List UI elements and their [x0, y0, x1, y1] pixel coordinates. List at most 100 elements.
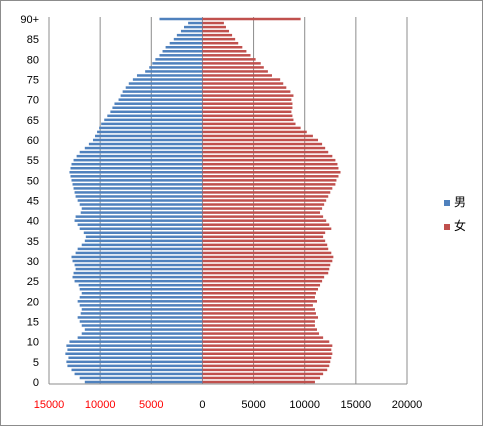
female-bar-age-35 — [202, 239, 326, 243]
male-bar-age-76 — [136, 74, 203, 77]
female-bar-age-8 — [202, 348, 332, 351]
female-bar-age-45 — [202, 199, 327, 202]
male-bar-age-27 — [73, 271, 203, 275]
x-tick-0: 15000 — [34, 399, 65, 411]
age-tick-2: 10 — [27, 337, 39, 349]
female-bar-age-40 — [202, 219, 327, 222]
female-bar-age-7 — [202, 352, 333, 356]
female-bar-age-2 — [202, 372, 324, 376]
female-bar-age-3 — [202, 368, 328, 372]
male-bar-age-73 — [125, 86, 203, 89]
female-bar-age-48 — [202, 187, 333, 190]
female-bar-age-29 — [202, 263, 331, 267]
female-bar-age-15 — [202, 320, 315, 323]
male-bar-age-28 — [75, 267, 203, 271]
male-bar-age-89 — [188, 21, 203, 25]
female-bar-age-47 — [202, 191, 331, 194]
female-bar-age-33 — [202, 247, 329, 251]
male-bar-age-26 — [72, 275, 203, 279]
male-bar-age-69 — [114, 102, 203, 105]
age-tick-3: 15 — [27, 316, 39, 328]
female-bar-age-71 — [202, 94, 294, 97]
male-bar-age-54 — [71, 162, 203, 166]
female-bar-age-58 — [202, 146, 326, 150]
legend-item-male: 男 — [444, 193, 466, 210]
male-bar-age-83 — [165, 45, 203, 49]
male-bar-age-31 — [71, 255, 203, 259]
male-bar-age-71 — [120, 94, 203, 97]
female-bar-age-59 — [202, 142, 323, 146]
female-bar-age-11 — [202, 336, 324, 339]
x-tick-5: 10000 — [289, 399, 320, 411]
male-bar-age-1 — [79, 376, 203, 380]
age-tick-14: 70 — [27, 95, 39, 107]
male-bar-age-79 — [152, 62, 203, 65]
male-bar-age-5 — [66, 360, 203, 364]
female-bar-age-43 — [202, 207, 323, 210]
male-bar-age-53 — [70, 166, 203, 170]
female-bar-age-18 — [202, 308, 315, 311]
female-bar-age-82 — [202, 50, 247, 53]
male-bar-age-24 — [78, 283, 203, 287]
female-bar-age-34 — [202, 243, 328, 247]
male-bar-age-59 — [88, 142, 203, 146]
female-bar-age-77 — [202, 70, 268, 73]
female-bar-age-70 — [202, 98, 292, 101]
male-bar-age-22 — [81, 292, 203, 295]
female-bar-age-72 — [202, 90, 291, 93]
male-bar-age-18 — [81, 308, 203, 311]
female-bar-age-20 — [202, 300, 317, 303]
female-bar-age-62 — [202, 130, 307, 134]
female-bar-age-76 — [202, 74, 272, 77]
female-bar-age-44 — [202, 203, 325, 206]
x-tick-2: 5000 — [139, 399, 163, 411]
female-bar-age-56 — [202, 154, 333, 158]
male-bar-age-65 — [104, 118, 203, 122]
female-bar-age-83 — [202, 45, 243, 49]
male-bar-age-43 — [81, 207, 203, 210]
male-bar-age-86 — [176, 33, 203, 37]
legend-swatch-female — [444, 223, 450, 230]
x-tick-6: 15000 — [341, 399, 372, 411]
male-bar-age-56 — [76, 154, 203, 158]
female-bar-age-30 — [202, 259, 333, 263]
female-bar-age-68 — [202, 106, 293, 109]
male-bar-age-47 — [74, 191, 203, 194]
female-bar-age-63 — [202, 126, 301, 130]
male-bar-age-49 — [72, 183, 203, 186]
legend-label-male: 男 — [454, 195, 467, 209]
female-bar-age-74 — [202, 82, 284, 85]
female-bar-age-12 — [202, 332, 320, 335]
female-bar-age-37 — [202, 231, 326, 235]
male-bar-age-64 — [101, 122, 203, 126]
male-bar-age-63 — [99, 126, 203, 130]
male-bar-age-9 — [66, 344, 203, 347]
x-tick-1: 10000 — [85, 399, 116, 411]
female-bar-age-75 — [202, 78, 281, 81]
male-bar-age-57 — [79, 150, 203, 154]
age-tick-9: 45 — [27, 196, 39, 208]
male-bar-age-17 — [80, 312, 203, 315]
male-bar-age-40 — [74, 219, 203, 222]
male-bar-age-7 — [65, 352, 203, 356]
female-bar-age-4 — [202, 364, 330, 368]
female-bar-age-61 — [202, 134, 313, 138]
female-bar-age-51 — [202, 175, 339, 178]
female-bar-age-5 — [202, 360, 331, 364]
female-bar-age-46 — [202, 195, 329, 198]
female-bar-age-67 — [202, 110, 292, 114]
female-bar-age-10 — [202, 340, 330, 343]
legend-item-female: 女 — [444, 217, 466, 234]
age-tick-7: 35 — [27, 236, 39, 248]
male-bar-age-29 — [74, 263, 203, 267]
female-bar-age-53 — [202, 166, 339, 170]
male-bar-age-13 — [84, 328, 203, 331]
male-bar-age-85 — [173, 37, 203, 41]
male-bar-age-75 — [132, 78, 203, 81]
female-bar-age-81 — [202, 54, 251, 57]
female-bar-age-84 — [202, 41, 239, 45]
female-bar-age-86 — [202, 33, 233, 37]
age-tick-4: 20 — [27, 296, 39, 308]
male-bar-age-33 — [77, 247, 203, 251]
